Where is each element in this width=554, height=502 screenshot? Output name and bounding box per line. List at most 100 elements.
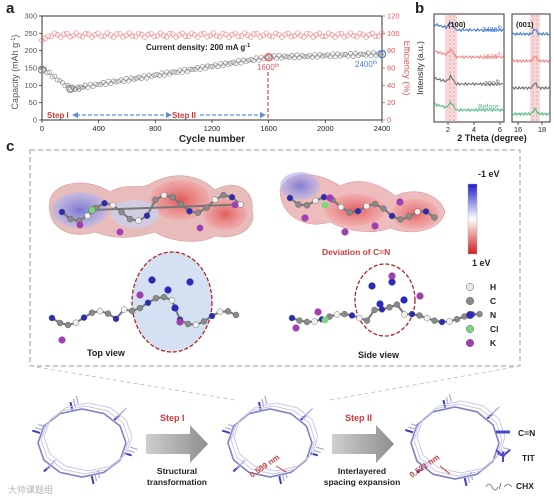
efficiency-point <box>64 30 70 37</box>
efficiency-point <box>173 34 179 40</box>
potassium-atom <box>416 292 424 300</box>
efficiency-point <box>366 31 373 38</box>
efficiency-point <box>185 33 192 40</box>
side-view-atom <box>408 310 416 318</box>
esp-colorbar <box>467 183 478 255</box>
efficiency-point <box>148 30 154 37</box>
efficiency-point <box>201 30 207 37</box>
tit-node <box>281 473 285 482</box>
top-view-atom <box>136 304 144 312</box>
top-view-atom <box>96 307 104 315</box>
efficiency-point <box>378 30 385 36</box>
framework-ring-step2 <box>405 393 511 487</box>
capacity-point <box>62 83 68 89</box>
esp-atom <box>203 204 210 211</box>
ring-layer <box>233 402 319 472</box>
tit-node <box>309 452 319 457</box>
ring-layer <box>40 405 130 475</box>
capacity-point <box>274 55 280 61</box>
tit-node <box>126 449 135 453</box>
efficiency-point <box>114 31 120 37</box>
capacity-point <box>322 53 328 59</box>
chlorine-atom <box>321 316 329 324</box>
side-view-atom <box>348 312 356 319</box>
esp-atom <box>228 194 236 201</box>
potassium-atom <box>301 214 309 222</box>
capacity-point <box>309 54 315 60</box>
efficiency-point <box>347 30 354 36</box>
efficiency-point <box>73 30 80 36</box>
tit-node <box>315 446 324 450</box>
step-1-arrow-right-head <box>166 112 172 118</box>
efficiency-tick-label: 120 <box>387 12 400 21</box>
atom-legend-label: C <box>490 296 496 306</box>
tit-node <box>312 449 321 453</box>
efficiency-point <box>51 30 58 37</box>
top-view-atom <box>160 293 168 301</box>
top-view-atom <box>64 321 72 329</box>
capacity-point <box>49 74 55 80</box>
efficiency-point <box>48 33 55 40</box>
efficiency-point <box>101 33 108 39</box>
efficiency-point <box>207 32 214 39</box>
efficiency-point <box>282 31 288 38</box>
efficiency-point <box>350 32 357 39</box>
capacity-point <box>110 78 116 84</box>
capacity-point <box>332 54 338 60</box>
ring-layer <box>227 408 313 478</box>
esp-atom <box>109 201 117 209</box>
esp-atom <box>363 202 370 210</box>
capacity-tick-label: 300 <box>24 12 37 21</box>
efficiency-point <box>98 33 104 40</box>
tit-node <box>97 470 101 479</box>
capacity-point <box>225 61 231 67</box>
efficiency-point <box>145 31 151 38</box>
potassium-atom <box>314 308 322 316</box>
efficiency-point <box>354 33 360 40</box>
efficiency-point <box>276 31 282 38</box>
side-view-atom <box>438 318 446 326</box>
efficiency-point <box>67 33 73 40</box>
step-1-label: Step I <box>47 111 69 120</box>
efficiency-point <box>369 30 376 37</box>
nitrogen-atom <box>376 300 384 308</box>
step-1-arrow-left-head <box>72 112 78 118</box>
svg-text:/: / <box>499 482 502 491</box>
top-view-atom <box>48 314 56 322</box>
potassium-atom <box>196 224 204 232</box>
top-view-atom <box>144 299 152 306</box>
capacity-point <box>299 52 305 58</box>
top-view-molecule <box>48 251 240 353</box>
capacity-point <box>276 53 282 59</box>
potassium-atom <box>116 228 124 236</box>
top-view-atom <box>112 315 120 323</box>
top-view-atom <box>152 295 160 302</box>
efficiency-point <box>129 33 136 39</box>
step-2-caption-line2: spacing expansion <box>324 477 401 487</box>
capacity-point <box>93 81 99 87</box>
efficiency-point <box>338 30 344 37</box>
esp-atom <box>397 216 404 223</box>
capacity-point <box>169 69 175 75</box>
capacity-point <box>355 53 361 59</box>
efficiency-point <box>82 30 89 37</box>
tit-node <box>221 429 231 434</box>
efficiency-point <box>163 34 170 40</box>
capacity-point <box>113 79 119 85</box>
xrd-curve-low-angle <box>433 48 504 60</box>
capacity-point <box>258 54 264 60</box>
capacity-point <box>52 73 58 79</box>
capacity-point <box>243 59 249 65</box>
x-tick-label: 400 <box>92 124 105 133</box>
potassium-atom <box>58 336 66 344</box>
efficiency-point <box>132 33 139 40</box>
cycle-highlight-marker <box>37 65 47 74</box>
capacity-point <box>128 75 134 81</box>
x-tick-label: 800 <box>149 124 162 133</box>
efficiency-point <box>316 30 323 37</box>
potassium-atom <box>388 272 396 280</box>
esp-atom <box>312 197 319 204</box>
capacity-point <box>57 78 63 84</box>
efficiency-axis-label: Efficiency (%) <box>402 41 410 96</box>
efficiency-point <box>360 31 366 38</box>
